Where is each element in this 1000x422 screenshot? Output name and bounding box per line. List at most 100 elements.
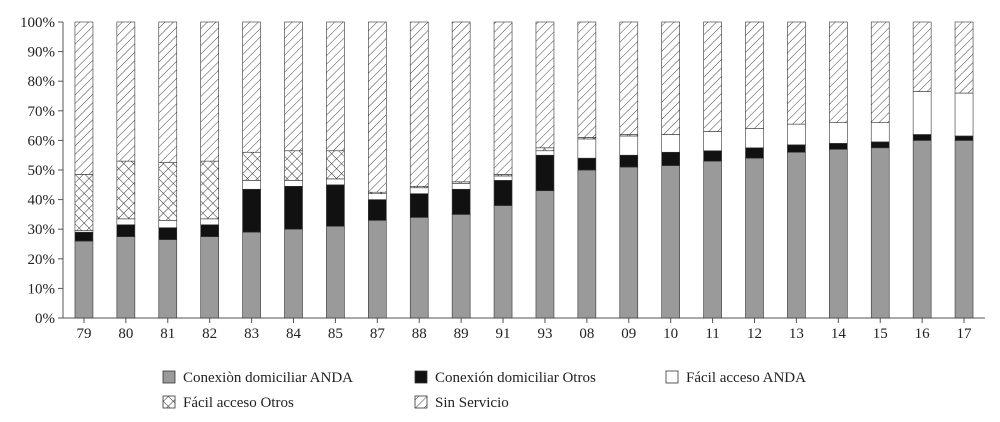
bar-segment — [451, 188, 471, 215]
bar-segment — [326, 184, 345, 227]
bar-segment — [158, 220, 178, 229]
x-tick-labels: 79 80 81 82 83 84 85 87 88 89 91 93 08 09 10 11 12 13 14 15… — [76, 326, 972, 342]
bar-segment — [535, 150, 555, 156]
bar-group — [242, 21, 261, 319]
y-tick-label: 40% — [28, 193, 56, 209]
bar-segment — [368, 21, 387, 193]
bar-segment — [493, 21, 513, 175]
bar-segment — [619, 154, 639, 168]
legend-label: Fácil acceso ANDA — [686, 370, 806, 386]
bar-segment — [870, 147, 890, 319]
bar-group — [451, 21, 471, 319]
x-tick-label: 85 — [328, 326, 343, 342]
bar-segment — [912, 134, 932, 141]
bar-group — [284, 21, 303, 319]
legend-label: Conexión domiciliar Otros — [435, 370, 596, 386]
bar-segment — [409, 187, 429, 194]
bar-segment — [116, 236, 136, 319]
legend-item: Fácil acceso ANDA — [665, 370, 806, 386]
x-tick-label: 89 — [454, 326, 469, 342]
bar-segment — [745, 147, 764, 159]
legend-item: Conexiòn domiciliar ANDA — [162, 370, 353, 386]
x-tick-label: 12 — [747, 326, 762, 342]
bar-segment — [284, 150, 303, 181]
bar-segment — [326, 178, 345, 186]
bar-segment — [326, 21, 345, 152]
bar-segment — [409, 193, 429, 218]
bar-segment — [284, 21, 303, 152]
bar-segment — [745, 157, 764, 319]
y-tick-label: 20% — [28, 252, 56, 268]
legend-swatch — [162, 370, 176, 384]
bar-segment — [661, 151, 680, 166]
bar-segment — [200, 224, 219, 237]
y-tick-label: 0% — [35, 311, 55, 327]
legend-label: Conexiòn domiciliar ANDA — [183, 370, 353, 386]
x-tick-label: 82 — [202, 326, 217, 342]
bar-segment — [912, 91, 932, 135]
x-tick-label: 83 — [244, 326, 259, 342]
bar-segment — [200, 21, 219, 162]
bar-segment — [954, 21, 974, 94]
bar-segment — [577, 169, 597, 319]
x-tick-label: 84 — [286, 326, 302, 342]
bar-group — [200, 21, 219, 319]
bar-segment — [116, 21, 136, 162]
bar-segment — [116, 160, 136, 220]
legend-swatch — [162, 395, 176, 409]
bar-group — [870, 21, 890, 319]
legend-swatch — [665, 370, 679, 384]
bar-group — [661, 21, 680, 319]
bar-segment — [284, 185, 303, 230]
y-tick-label: 30% — [28, 222, 56, 238]
bar-segment — [158, 239, 178, 319]
bar-segment — [158, 227, 178, 240]
bar-segment — [74, 21, 94, 175]
bar-segment — [870, 21, 890, 123]
bar-segment — [368, 193, 387, 200]
bar-segment — [242, 231, 261, 319]
bar-segment — [912, 140, 932, 319]
y-tick-label: 70% — [28, 104, 56, 120]
bar-segment — [451, 21, 471, 183]
bar-segment — [451, 214, 471, 319]
bar-segment — [242, 151, 261, 181]
bar-segment — [535, 190, 555, 319]
x-tick-label: 87 — [370, 326, 386, 342]
bar-segment — [745, 128, 764, 149]
bar-group — [493, 21, 513, 319]
y-tick-label: 60% — [28, 133, 56, 149]
x-tick-label: 79 — [76, 326, 91, 342]
x-tick-label: 81 — [160, 326, 175, 342]
y-tick-label: 50% — [28, 163, 56, 179]
bars — [74, 21, 974, 319]
bar-segment — [74, 231, 94, 242]
bar-segment — [703, 131, 722, 152]
bar-group — [829, 21, 848, 319]
bar-segment — [787, 123, 806, 146]
legend-label: Fácil acceso Otros — [183, 395, 294, 411]
bar-segment — [451, 183, 471, 190]
x-tick-label: 14 — [831, 326, 847, 342]
bar-group — [158, 21, 178, 319]
x-tick-label: 08 — [579, 326, 594, 342]
bar-group — [326, 21, 345, 319]
bar-group — [368, 21, 387, 319]
y-tick-label: 90% — [28, 45, 56, 61]
bar-segment — [829, 21, 848, 123]
legend-item: Sin Servicio — [414, 395, 509, 411]
bar-segment — [703, 21, 722, 132]
y-tick-label: 100% — [20, 15, 55, 31]
bar-group — [116, 21, 136, 319]
bar-segment — [787, 144, 806, 153]
bar-segment — [577, 21, 597, 138]
bar-segment — [661, 165, 680, 319]
bar-segment — [577, 157, 597, 171]
legend-swatch — [414, 395, 428, 409]
bar-segment — [493, 175, 513, 181]
legend: Conexiòn domiciliar ANDA Conexión domicil… — [162, 370, 806, 411]
bar-group — [912, 21, 932, 319]
bar-segment — [703, 160, 722, 319]
x-tick-label: 13 — [789, 326, 804, 342]
bar-segment — [577, 138, 597, 159]
